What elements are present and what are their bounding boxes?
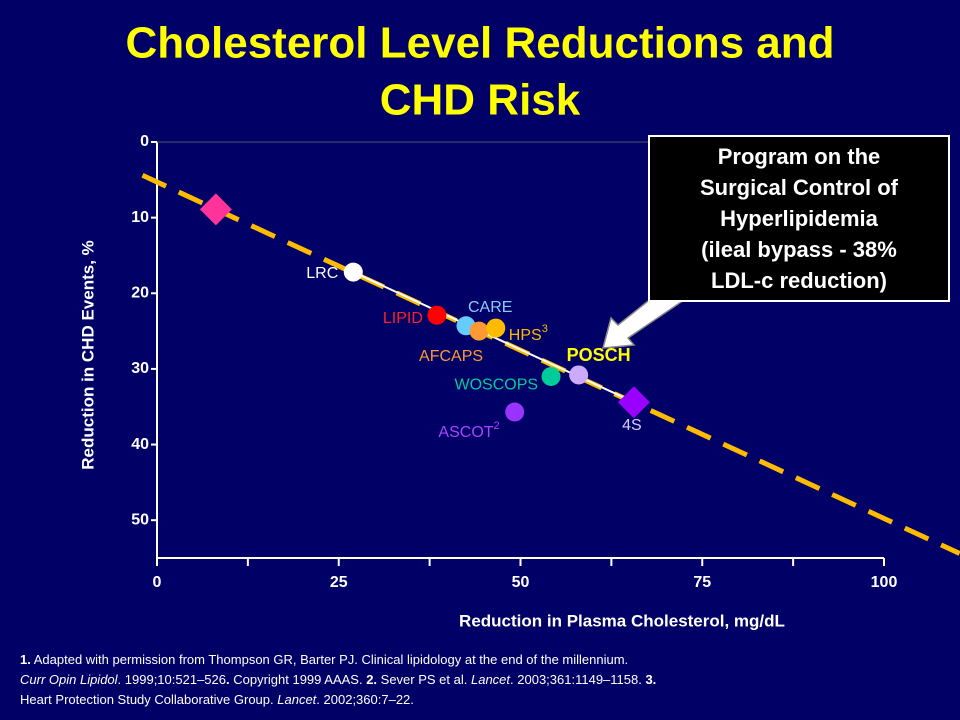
label-name: CARE [468, 299, 512, 316]
footnote-run: Lancet [277, 692, 317, 707]
footnote-run: Adapted with permission from Thompson GR… [30, 652, 629, 667]
y-axis-label: Reduction in CHD Events, % [78, 240, 97, 470]
label-name: HPS [509, 327, 542, 344]
diamond-marker [617, 386, 650, 419]
point [427, 305, 447, 325]
point [469, 321, 489, 341]
callout-line: Surgical Control of [700, 175, 899, 200]
point-label: LIPID [383, 310, 423, 327]
callout-line: (ileal bypass - 38% [701, 237, 897, 262]
footnote-run: . 1999;10:521–526 [117, 672, 226, 687]
footnote-run: . 2003;361:1149–1158. [510, 672, 646, 687]
point-label: ASCOT2 [438, 420, 499, 441]
label-name: ASCOT [438, 424, 493, 441]
footnote-run: 3. [645, 672, 657, 687]
footnote-run: . 2002;360:7–22. [316, 692, 414, 707]
title-line: Cholesterol Level Reductions and [125, 19, 834, 68]
y-tick-label: 40 [131, 436, 149, 453]
y-tick-label: 20 [131, 284, 149, 301]
y-tick-label: 30 [131, 360, 149, 377]
callout-box [648, 135, 950, 302]
label-sup: 3 [542, 323, 548, 335]
footnote-run: Lancet [470, 672, 511, 687]
title-line: CHD Risk [380, 76, 581, 125]
point [505, 402, 525, 422]
point-label: WOSCOPS [454, 377, 538, 394]
footnote-line: 1. Adapted with permission from Thompson… [20, 650, 940, 670]
callout-line: Hyperlipidemia [720, 206, 878, 231]
x-tick-label: 100 [871, 574, 898, 591]
footnote-run: Copyright 1999 AAAS. [229, 672, 367, 687]
callout-line: Program on the [718, 144, 881, 169]
point-label: HPS3 [509, 323, 548, 344]
point [343, 262, 363, 282]
footnote-run: Curr Opin Lipidol [20, 672, 118, 687]
x-tick-label: 75 [693, 574, 711, 591]
label-name: 4S [622, 417, 642, 434]
point [569, 365, 589, 385]
x-tick-label: 25 [330, 574, 348, 591]
point [541, 366, 561, 386]
y-tick-label: 0 [140, 133, 149, 150]
callout-line: LDL-c reduction) [711, 268, 887, 293]
label-name: AFCAPS [419, 348, 483, 365]
point-label: 4S [622, 417, 642, 434]
x-tick-label: 0 [153, 574, 162, 591]
footnote-run: Sever PS et al. [377, 672, 471, 687]
footnote: 1. Adapted with permission from Thompson… [20, 650, 940, 710]
point [486, 318, 506, 338]
point-label: CARE [468, 299, 512, 316]
footnote-run: 2. [366, 672, 378, 687]
label-name: LIPID [383, 310, 423, 327]
footnote-line: Curr Opin Lipidol. 1999;10:521–526. Copy… [20, 670, 940, 690]
label-name: WOSCOPS [454, 377, 538, 394]
point-label: AFCAPS [419, 348, 483, 365]
x-axis-label: Reduction in Plasma Cholesterol, mg/dL [459, 611, 785, 630]
footnote-line: Heart Protection Study Collaborative Gro… [20, 690, 940, 710]
chart: Cholesterol Level Reductions and CHD Ris… [78, 19, 960, 630]
label-sup: 2 [494, 420, 500, 432]
point-label: LRC [306, 265, 338, 282]
footnote-run: . [225, 672, 230, 687]
label-name: LRC [306, 265, 338, 282]
footnote-run: 1. [20, 652, 31, 667]
point-label: POSCH [567, 345, 631, 365]
footnote-run: Heart Protection Study Collaborative Gro… [20, 692, 278, 707]
x-tick-label: 50 [512, 574, 530, 591]
y-tick-label: 10 [131, 209, 149, 226]
diamond-marker [199, 193, 232, 226]
y-tick-label: 50 [131, 511, 149, 528]
label-name: POSCH [567, 345, 631, 365]
